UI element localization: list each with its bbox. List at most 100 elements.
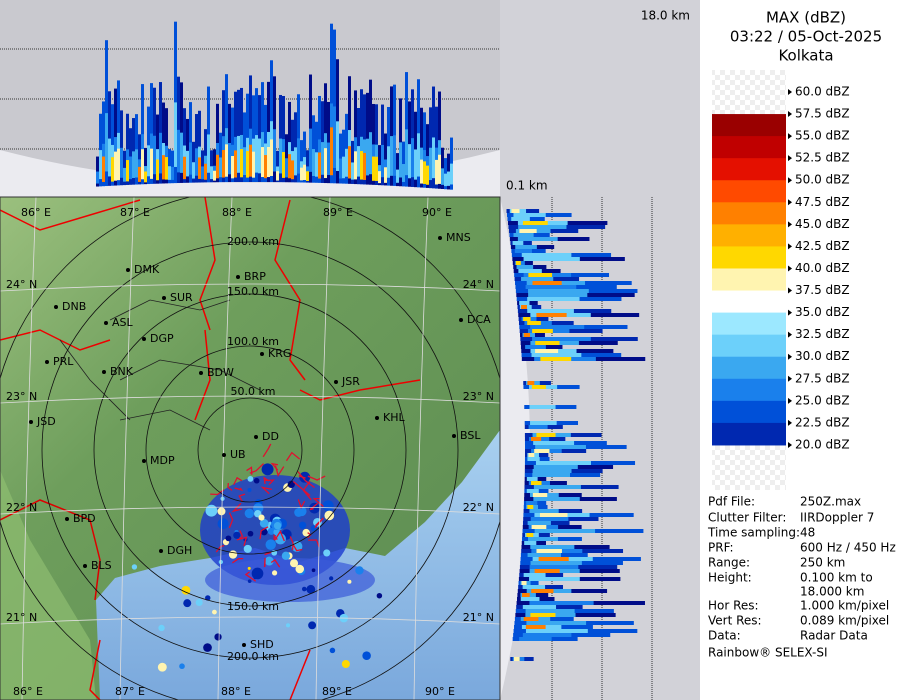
legend-swatch — [712, 114, 786, 137]
height-top: 18.0 km — [641, 9, 690, 23]
echo — [515, 245, 537, 249]
city-label: DNB — [62, 300, 86, 313]
border — [309, 502, 319, 511]
echo — [237, 89, 240, 183]
echo — [255, 135, 258, 173]
echo — [518, 225, 567, 229]
echo — [219, 157, 222, 178]
border — [263, 557, 266, 568]
legend-swatch — [712, 224, 786, 247]
border — [270, 558, 281, 568]
lon-label: 87° E — [120, 206, 150, 219]
legend-label: 50.0 dBZ — [795, 173, 850, 187]
echo — [336, 59, 339, 184]
city-dot — [334, 380, 338, 384]
echo — [531, 353, 582, 357]
echo — [535, 461, 592, 465]
city-label: MDP — [150, 454, 175, 467]
echo — [538, 557, 569, 561]
echo — [174, 102, 177, 167]
legend-tick — [788, 309, 792, 316]
city-label: BDW — [207, 366, 234, 379]
city-label: BLS — [91, 559, 112, 572]
echo — [372, 156, 375, 181]
border — [231, 502, 243, 513]
legend-label: 42.5 dBZ — [795, 239, 850, 253]
city-label: KHL — [383, 411, 405, 424]
city-label: SHD — [250, 638, 274, 651]
city-dot — [142, 459, 146, 463]
echo — [438, 154, 441, 184]
echo-cell — [258, 514, 265, 521]
echo — [532, 473, 571, 477]
border — [264, 479, 276, 486]
city-dot — [104, 321, 108, 325]
echo-cell — [195, 598, 203, 607]
lon-label: 86° E — [21, 206, 51, 219]
info-label: Pdf File: — [708, 495, 755, 509]
echo — [519, 637, 552, 641]
echo — [243, 147, 246, 176]
echo-cell — [251, 567, 264, 580]
echo-cell — [261, 463, 274, 476]
city-dot — [83, 564, 87, 568]
echo-cell — [309, 502, 320, 514]
lat-label: 23° N — [6, 390, 37, 403]
echo — [144, 171, 147, 183]
city-dot — [142, 337, 146, 341]
lat-label: 22° N — [6, 501, 37, 514]
echo — [525, 285, 577, 289]
city-label: DGP — [150, 332, 174, 345]
echo — [192, 141, 195, 183]
lat-label: 23° N — [463, 390, 494, 403]
echo — [532, 493, 548, 497]
lon-label: 87° E — [115, 685, 145, 698]
echo — [321, 101, 324, 183]
echo — [156, 159, 159, 181]
echo — [300, 167, 303, 181]
echo — [526, 533, 534, 537]
info-value: 250Z.max — [800, 495, 861, 509]
echo-cell — [253, 576, 257, 580]
echo-cell — [311, 568, 316, 573]
echo — [527, 457, 540, 461]
echo — [291, 160, 294, 180]
echo — [522, 585, 546, 589]
footer: Rainbow® SELEX-SI — [708, 646, 828, 660]
echo — [526, 489, 539, 493]
echo — [222, 149, 225, 178]
echo — [294, 112, 297, 183]
legend-tick — [788, 89, 792, 95]
echo — [237, 135, 240, 173]
echo — [135, 149, 138, 178]
info-label: Vert Res: — [708, 614, 762, 628]
parallel — [0, 395, 500, 404]
info-label: Clutter Filter: — [708, 511, 786, 525]
echo — [393, 135, 396, 176]
echo-cell — [281, 551, 291, 560]
echo-cell — [267, 527, 275, 535]
echo — [539, 513, 568, 517]
echo-cell — [253, 477, 260, 484]
echo-cell — [322, 500, 334, 512]
echo-cell — [308, 621, 317, 630]
echo — [405, 129, 408, 176]
echo — [426, 165, 429, 185]
echo — [540, 357, 572, 361]
info-value: IIRDoppler 7 — [800, 511, 874, 525]
echo — [369, 132, 372, 175]
echo — [536, 313, 567, 317]
echo — [312, 149, 315, 176]
echo — [306, 171, 309, 181]
echo — [529, 601, 594, 605]
meridian — [217, 197, 233, 700]
info-label: Height: — [708, 571, 752, 585]
echo — [378, 171, 381, 184]
lat-label: 21° N — [6, 611, 37, 624]
echo-cell — [271, 570, 278, 576]
echo-area — [205, 558, 375, 602]
info-value: 18.000 km — [800, 585, 864, 599]
echo — [441, 168, 444, 185]
echo — [526, 621, 587, 625]
